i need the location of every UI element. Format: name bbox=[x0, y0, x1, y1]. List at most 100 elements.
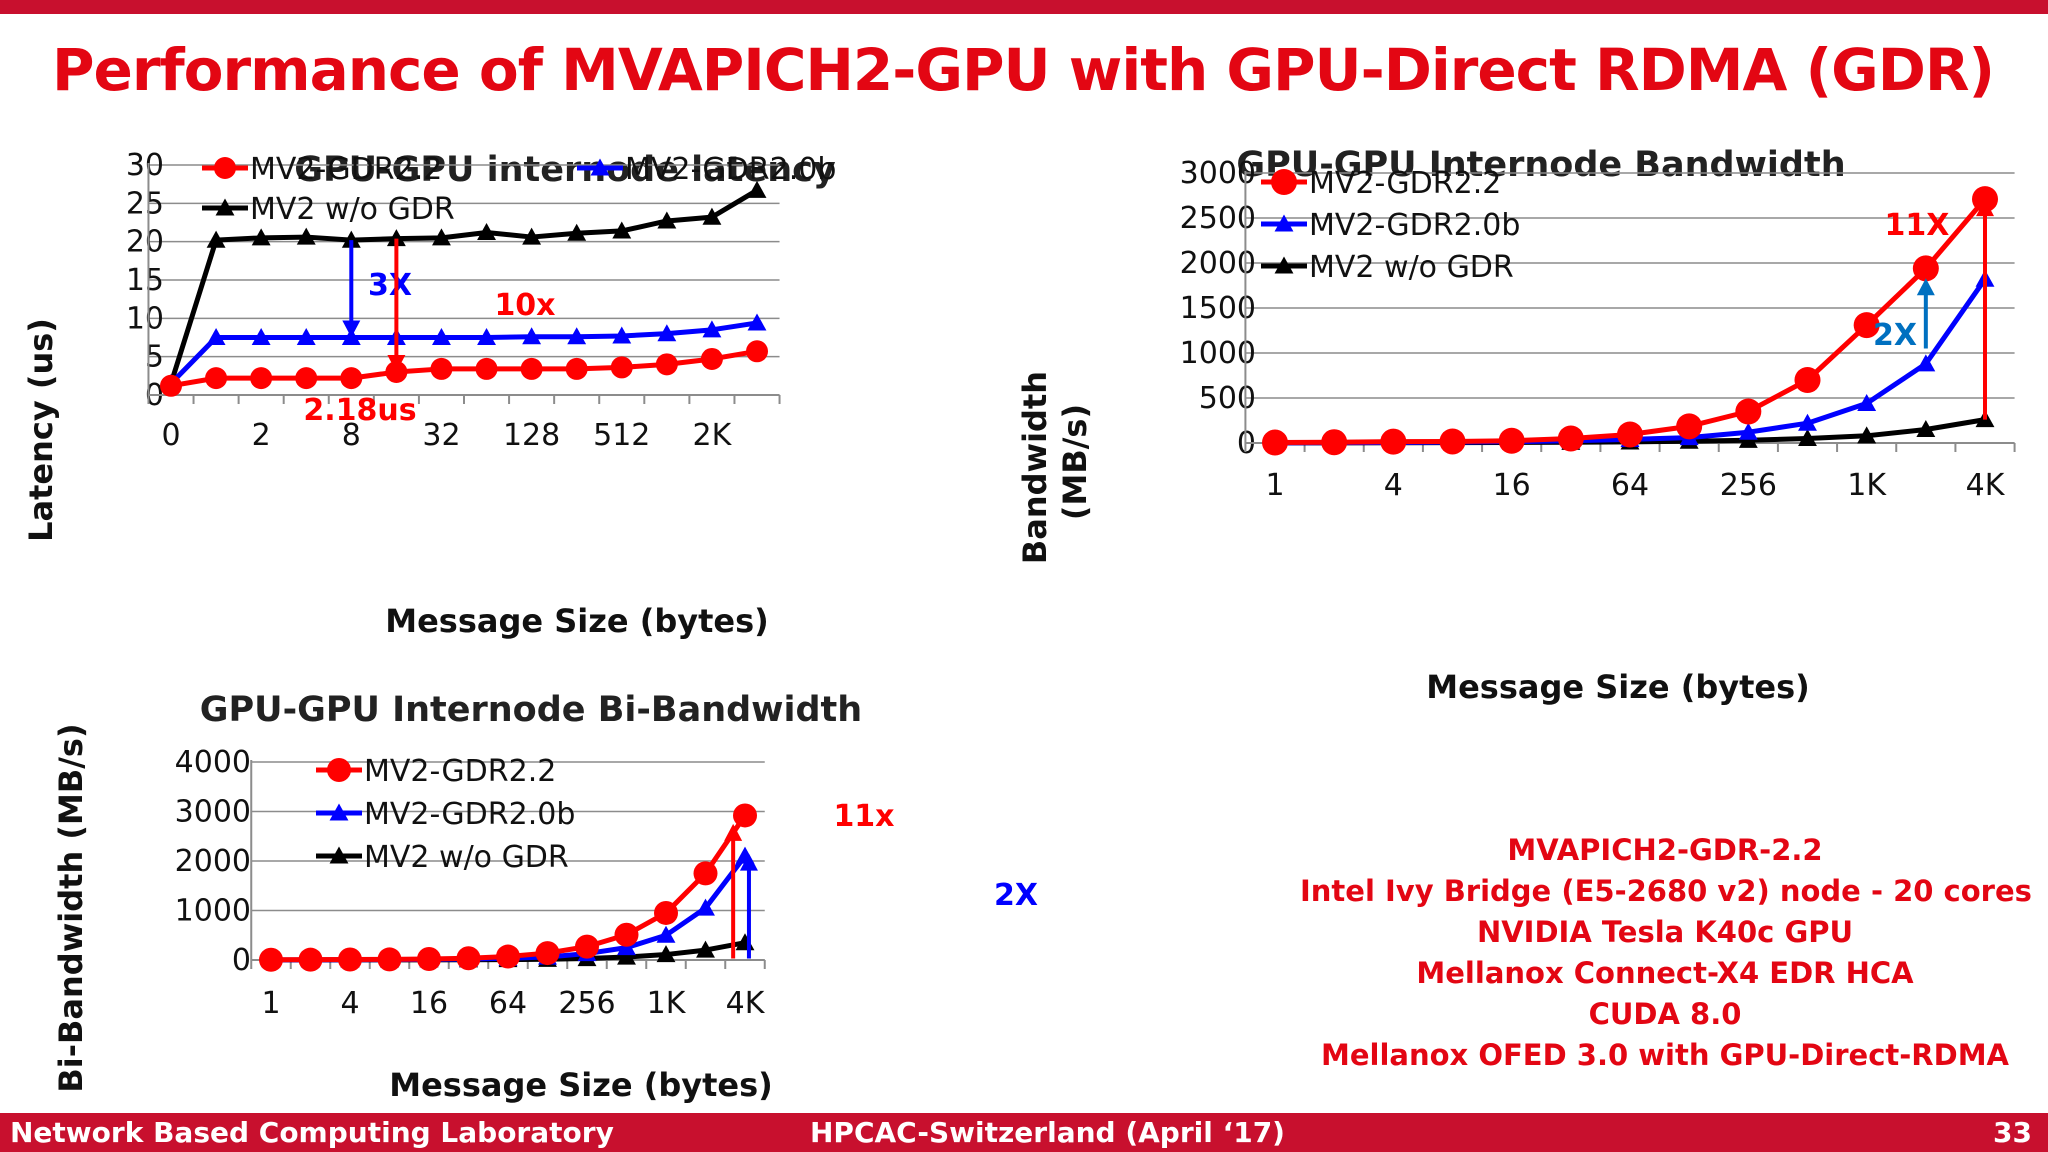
data-point-marker bbox=[1380, 428, 1407, 455]
data-point-marker bbox=[1498, 427, 1525, 454]
y-tick-label: 2500 bbox=[1180, 201, 1256, 236]
legend-entry: MV2 w/o GDR bbox=[1261, 250, 1514, 285]
y-tick-label: 3000 bbox=[175, 795, 251, 830]
y-tick-label: 2000 bbox=[1180, 246, 1256, 281]
data-point-marker bbox=[430, 357, 453, 380]
y-tick-label: 30 bbox=[126, 148, 164, 183]
annotation-label: 2X bbox=[1873, 318, 1917, 353]
annotation-label: 11X bbox=[1885, 208, 1950, 243]
footer-page-number: 33 bbox=[1993, 1116, 2032, 1149]
legend-label: MV2-GDR2.0b bbox=[364, 797, 575, 832]
data-point-marker bbox=[610, 356, 633, 379]
annotation-arrow-head bbox=[724, 823, 743, 841]
data-point-marker bbox=[522, 227, 542, 245]
y-tick-label: 3000 bbox=[1180, 156, 1256, 191]
data-point-marker bbox=[251, 328, 271, 346]
data-point-marker bbox=[1857, 426, 1877, 444]
data-point-marker bbox=[657, 211, 677, 229]
x-tick-label: 2 bbox=[252, 418, 271, 453]
data-point-marker bbox=[590, 158, 610, 176]
data-point-marker bbox=[535, 941, 560, 966]
data-point-marker bbox=[1271, 169, 1297, 195]
spec-line: MVAPICH2-GDR-2.2 bbox=[1507, 833, 1823, 867]
data-point-marker bbox=[1274, 256, 1294, 274]
x-axis-title: Message Size (bytes) bbox=[1426, 668, 1810, 706]
data-point-marker bbox=[702, 320, 722, 338]
x-tick-label: 1 bbox=[261, 986, 280, 1021]
footer-bar: Network Based Computing Laboratory HPCAC… bbox=[0, 1113, 2048, 1152]
x-tick-label: 16 bbox=[1493, 468, 1531, 503]
data-point-marker bbox=[215, 198, 235, 216]
data-point-marker bbox=[1557, 425, 1584, 452]
legend-label: MV2-GDR2.2 bbox=[250, 152, 442, 187]
series-line bbox=[168, 188, 759, 385]
data-point-marker bbox=[655, 353, 678, 376]
x-tick-label: 4K bbox=[1966, 468, 2006, 503]
chart-title: GPU-GPU internode latency bbox=[294, 150, 836, 190]
data-point-marker bbox=[295, 367, 318, 390]
slide-title: Performance of MVAPICH2-GPU with GPU-Dir… bbox=[52, 36, 1995, 104]
legend-entry: MV2 w/o GDR bbox=[316, 840, 569, 875]
data-point-marker bbox=[696, 898, 715, 916]
data-point-marker bbox=[1439, 428, 1466, 455]
data-point-marker bbox=[477, 328, 496, 346]
footer-lab-name: Network Based Computing Laboratory bbox=[10, 1116, 614, 1149]
legend-label: MV2 w/o GDR bbox=[250, 192, 455, 227]
data-point-marker bbox=[567, 223, 587, 241]
data-point-marker bbox=[746, 340, 768, 363]
data-point-marker bbox=[298, 947, 323, 972]
y-tick-label: 1000 bbox=[1180, 336, 1256, 371]
data-point-marker bbox=[341, 230, 361, 248]
latency-chart: GPU-GPU internode latency Latency (us) M… bbox=[22, 148, 836, 640]
data-point-marker bbox=[432, 228, 451, 246]
annotation-label: 11x bbox=[833, 799, 894, 834]
legend-entry: MV2-GDR2.2 bbox=[1261, 166, 1501, 201]
spec-line: Mellanox OFED 3.0 with GPU-Direct-RDMA bbox=[1320, 1038, 2009, 1072]
x-tick-label: 4 bbox=[340, 986, 359, 1021]
annotation-label: 10x bbox=[494, 288, 555, 323]
x-axis-title: Message Size (bytes) bbox=[385, 602, 769, 640]
x-tick-label: 1 bbox=[1265, 468, 1284, 503]
y-tick-label: 4000 bbox=[175, 745, 251, 780]
series-mv2-gdr2-2 bbox=[259, 803, 757, 972]
data-point-marker bbox=[617, 947, 636, 965]
annotation-label: 2.18us bbox=[303, 393, 416, 428]
data-point-marker bbox=[296, 227, 316, 245]
data-point-marker bbox=[700, 347, 723, 370]
data-point-marker bbox=[160, 374, 182, 397]
x-tick-label: 512 bbox=[593, 418, 650, 453]
data-point-marker bbox=[1857, 393, 1877, 411]
legend-label: MV2-GDR2.2 bbox=[1309, 166, 1501, 201]
data-point-marker bbox=[251, 228, 271, 246]
series-line bbox=[270, 814, 748, 963]
data-point-marker bbox=[520, 357, 543, 380]
x-tick-label: 256 bbox=[1720, 468, 1777, 503]
data-point-marker bbox=[327, 758, 351, 782]
legend-entry: MV2-GDR2.2 bbox=[202, 152, 442, 187]
series-line bbox=[169, 320, 758, 386]
annotation-label: 3X bbox=[368, 268, 412, 303]
data-point-marker bbox=[1912, 255, 1939, 282]
y-tick-label: 10 bbox=[126, 301, 164, 336]
data-point-marker bbox=[377, 947, 402, 972]
annotation-arrow-head bbox=[1976, 199, 1994, 217]
y-tick-label: 500 bbox=[1199, 381, 1256, 416]
data-point-marker bbox=[614, 922, 639, 947]
legend-entry: MV2-GDR2.0b bbox=[316, 797, 575, 832]
data-point-marker bbox=[702, 207, 722, 225]
series-mv2-gdr2-2 bbox=[160, 340, 768, 397]
data-point-marker bbox=[1735, 398, 1762, 425]
x-tick-label: 1K bbox=[647, 986, 687, 1021]
data-point-marker bbox=[417, 947, 441, 972]
y-tick-label: 0 bbox=[232, 943, 251, 978]
y-axis-title: Bi-Bandwidth (MB/s) bbox=[52, 723, 90, 1092]
data-point-marker bbox=[1274, 214, 1294, 232]
y-tick-label: 1500 bbox=[1180, 291, 1256, 326]
annotation-arrow-head bbox=[387, 355, 406, 372]
data-point-marker bbox=[329, 846, 349, 864]
series-mv2-gdr2-2 bbox=[1262, 186, 1998, 456]
data-point-marker bbox=[475, 357, 498, 380]
spec-line: NVIDIA Tesla K40c GPU bbox=[1476, 915, 1854, 949]
spec-line: Intel Ivy Bridge (E5-2680 v2) node - 20 … bbox=[1300, 874, 2032, 908]
data-point-marker bbox=[496, 944, 520, 969]
